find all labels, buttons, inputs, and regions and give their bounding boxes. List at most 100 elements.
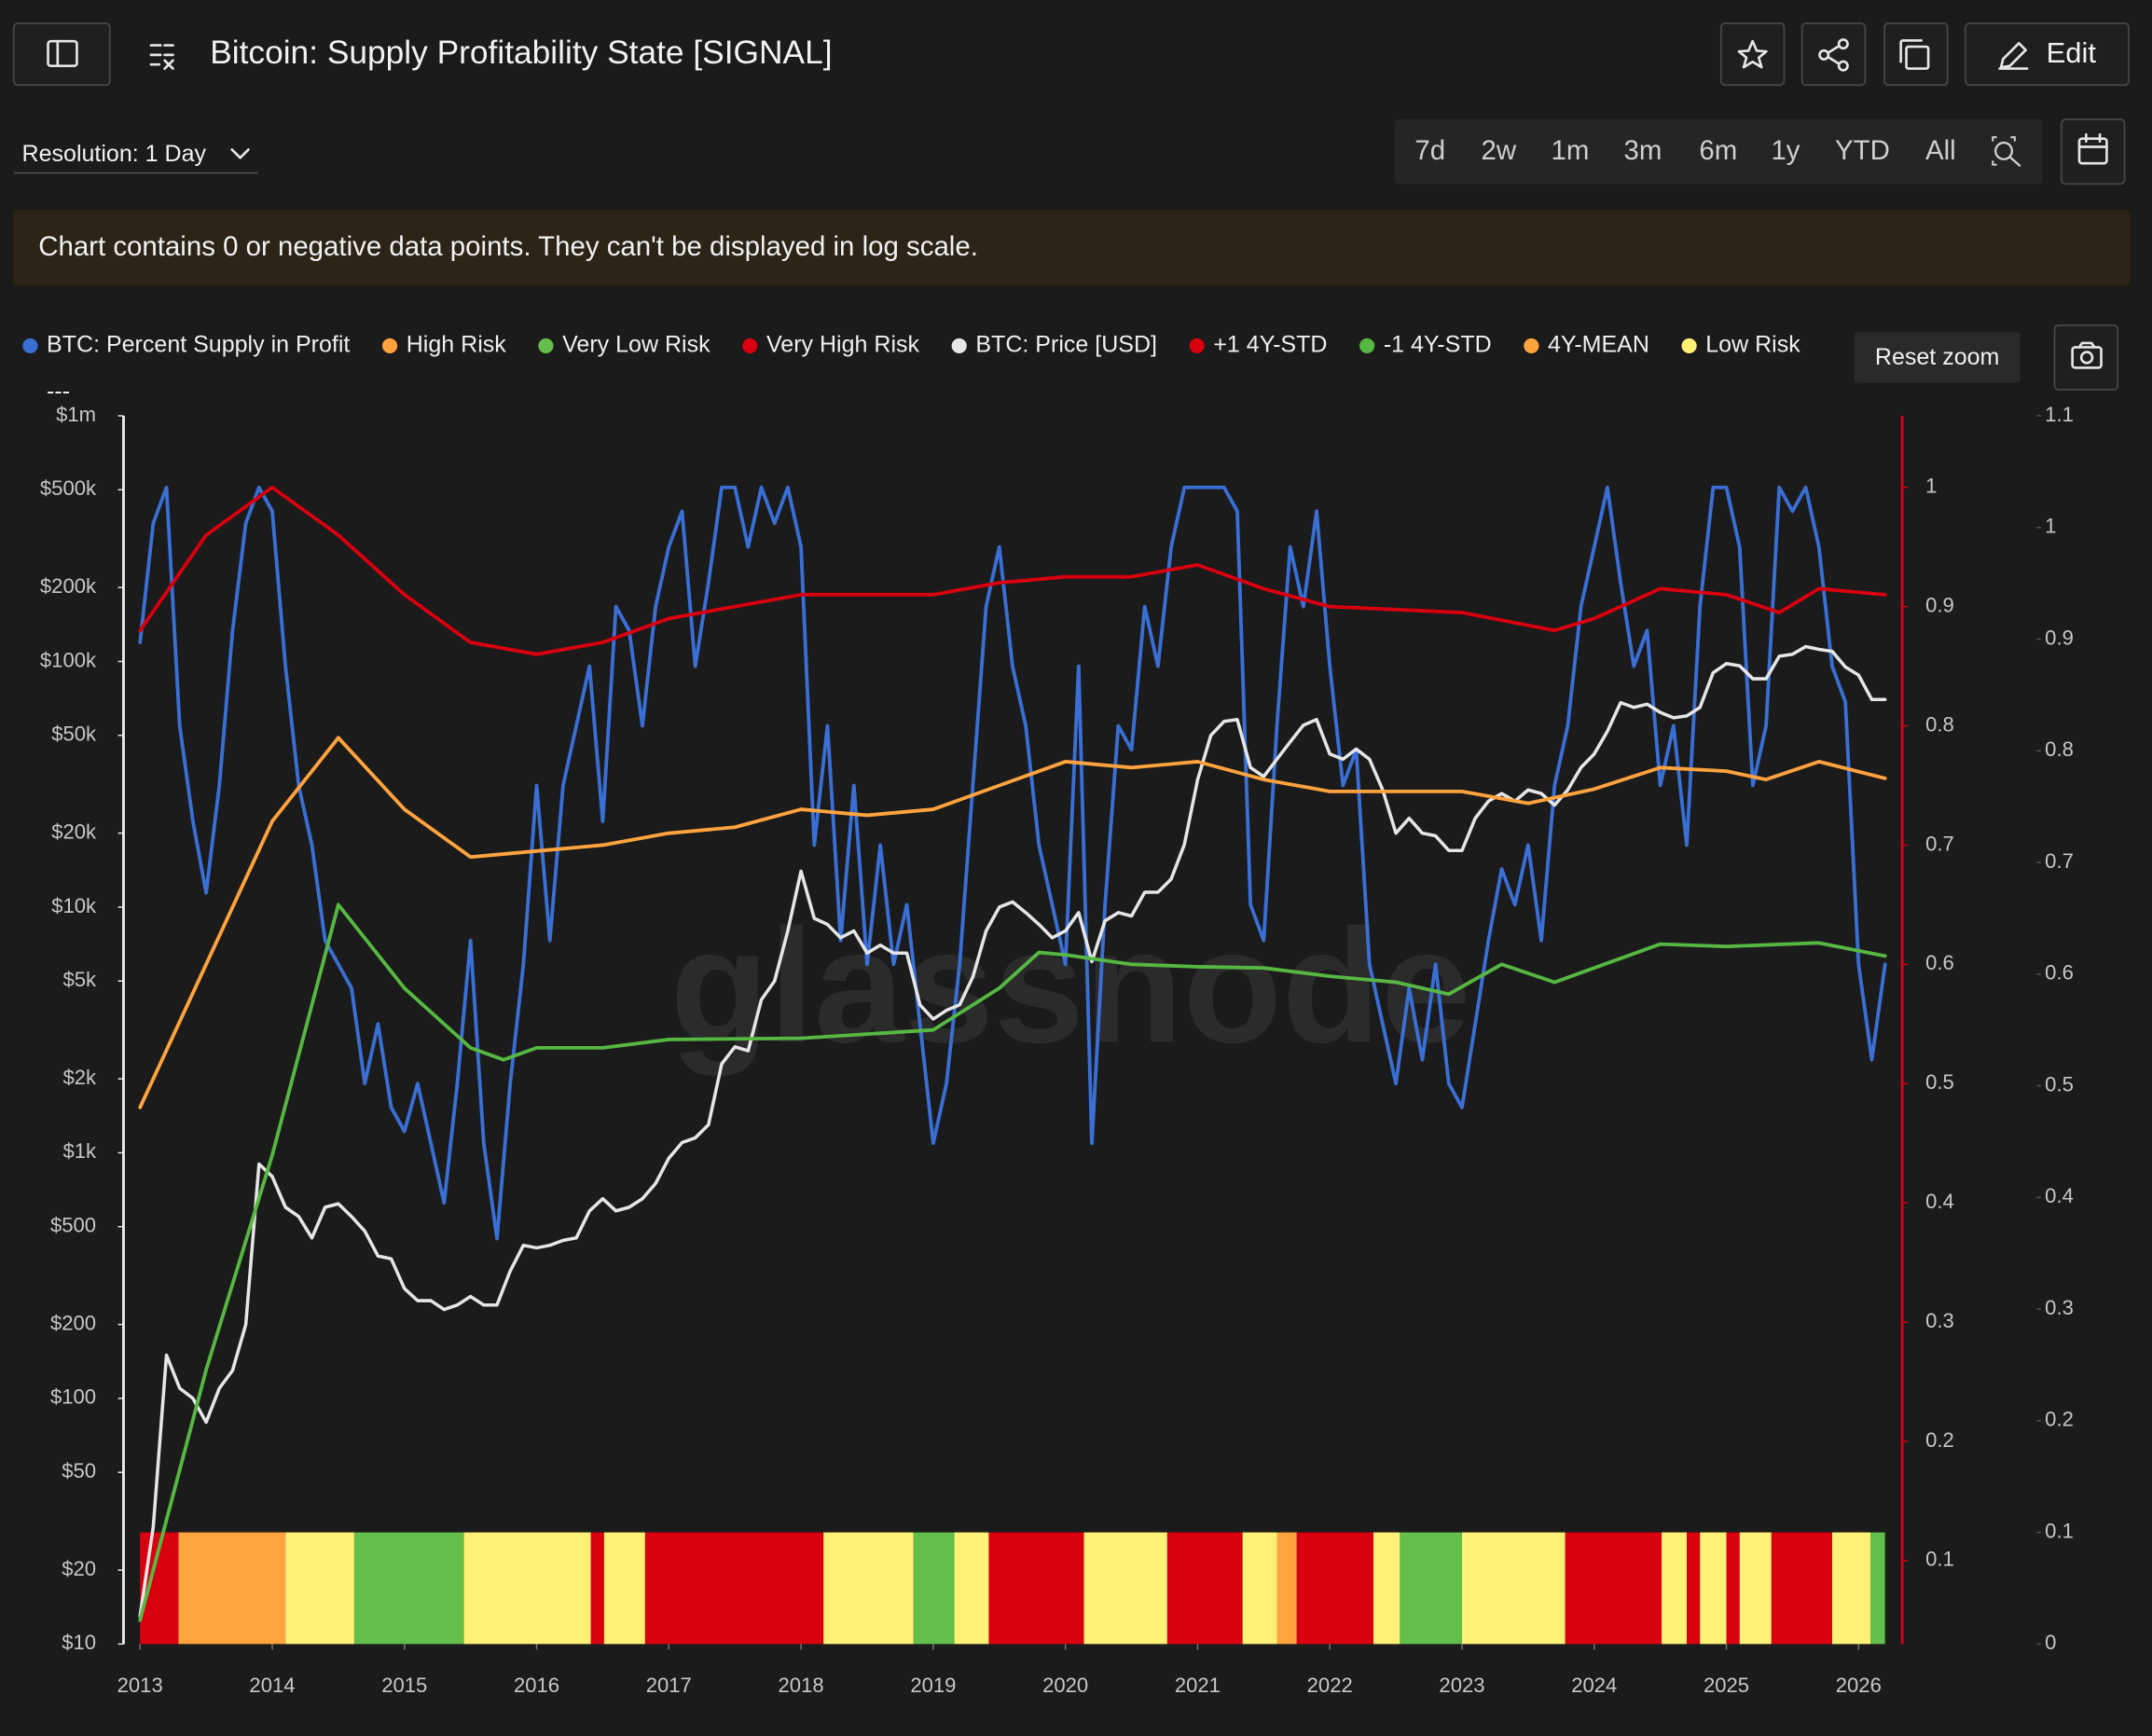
risk-band <box>1242 1532 1277 1645</box>
legend-swatch <box>538 338 554 354</box>
legend-item[interactable]: Very High Risk <box>742 332 920 358</box>
y3-tick-label: 0.3 <box>2045 1296 2074 1319</box>
series-line <box>138 485 1887 1241</box>
edit-button[interactable]: Edit <box>1964 22 2130 87</box>
share-button[interactable] <box>1800 22 1867 87</box>
range-button[interactable]: 3m <box>1623 135 1662 166</box>
legend-label: +1 4Y-STD <box>1213 332 1327 358</box>
range-button[interactable]: All <box>1925 135 1956 166</box>
y2-tick-label: 0.6 <box>1925 951 1954 974</box>
legend-item[interactable]: -1 4Y-STD <box>1359 332 1492 358</box>
range-group <box>1394 119 2043 185</box>
y-tick-label: $1m <box>56 403 96 426</box>
x-tick-label: 2020 <box>1042 1674 1088 1697</box>
edit-label: Edit <box>2047 36 2097 69</box>
x-tick-label: 2014 <box>249 1674 295 1697</box>
range-button[interactable]: 1m <box>1551 135 1589 166</box>
y-tick-label: $20 <box>62 1557 96 1580</box>
sidebar-toggle[interactable] <box>12 22 111 87</box>
legend-item[interactable]: 4Y-MEAN <box>1524 332 1649 358</box>
range-button[interactable]: YTD <box>1835 135 1890 166</box>
y-tick-label: $20k <box>51 820 97 843</box>
risk-band <box>644 1532 824 1645</box>
series-line <box>138 485 1887 656</box>
favorite-button[interactable] <box>1719 22 1786 87</box>
resolution-select[interactable]: Resolution: 1 Day <box>13 141 258 174</box>
x-tick-label: 2015 <box>381 1674 427 1697</box>
range-button[interactable]: 2w <box>1482 135 1517 166</box>
zoom-select-button[interactable] <box>1992 136 2021 167</box>
legend-item[interactable]: Very Low Risk <box>538 332 710 358</box>
legend-item[interactable]: Low Risk <box>1681 332 1801 358</box>
y2-tick-label: 1 <box>1925 475 1937 498</box>
range-button[interactable]: 6m <box>1699 135 1737 166</box>
risk-band <box>1373 1532 1400 1645</box>
y3-tick-label: 0.7 <box>2045 849 2074 873</box>
legend-label: Low Risk <box>1705 332 1800 358</box>
risk-band <box>1166 1532 1243 1645</box>
y-tick-label: $200k <box>40 574 97 598</box>
risk-band <box>1870 1532 1885 1645</box>
y2-tick-label: 0.7 <box>1925 832 1954 855</box>
y-tick-label: $100 <box>50 1385 96 1409</box>
y3-tick-label: 0.8 <box>2045 737 2074 761</box>
calendar-button[interactable] <box>2060 118 2126 186</box>
risk-band <box>590 1532 604 1645</box>
y2-tick-label: 0.9 <box>1925 593 1954 616</box>
legend-swatch <box>1189 338 1205 354</box>
legend-item[interactable]: High Risk <box>381 332 506 358</box>
risk-band <box>823 1532 914 1645</box>
chart: glassnode$10$20$50$100$200$500$1k$2k$5k$… <box>22 332 2074 1697</box>
legend-item[interactable]: BTC: Percent Supply in Profit <box>22 332 350 358</box>
notice-text: Chart contains 0 or negative data points… <box>38 231 978 262</box>
risk-band <box>954 1532 989 1645</box>
legend-swatch <box>1681 338 1697 354</box>
y3-tick-label: 0.6 <box>2045 961 2074 985</box>
y-tick-label: $1k <box>62 1139 97 1163</box>
y3-tick-label: 1 <box>2045 515 2056 538</box>
reset-zoom-label: Reset zoom <box>1875 344 1999 370</box>
y2-tick-label: 0.4 <box>1925 1190 1954 1213</box>
risk-band <box>1726 1532 1740 1645</box>
range-button[interactable]: 1y <box>1771 135 1800 166</box>
risk-band <box>1565 1532 1662 1645</box>
series-line <box>138 902 1887 1622</box>
risk-band <box>1083 1532 1167 1645</box>
legend-label: BTC: Percent Supply in Profit <box>47 332 350 358</box>
y2-tick-label: 0.2 <box>1925 1428 1954 1452</box>
y-tick-label: $10k <box>51 894 97 917</box>
y3-tick-label: 0.1 <box>2045 1519 2074 1542</box>
screenshot-button[interactable] <box>2053 324 2119 391</box>
y-tick-label: $100k <box>40 648 97 671</box>
y-tick-label: $500k <box>40 476 97 500</box>
y-tick-label: $5k <box>62 968 97 991</box>
y3-tick-label: 0 <box>2045 1631 2056 1654</box>
y3-tick-label: 0.2 <box>2045 1408 2074 1431</box>
risk-band <box>603 1532 645 1645</box>
legend-label: Very High Risk <box>766 332 920 358</box>
y-tick-label: $200 <box>50 1311 96 1334</box>
x-tick-label: 2016 <box>514 1674 559 1697</box>
range-button[interactable]: 7d <box>1414 135 1445 166</box>
y2-tick-label: 0.8 <box>1925 712 1954 736</box>
x-tick-label: 2013 <box>117 1674 163 1697</box>
series-line <box>138 736 1887 1109</box>
y-tick-label: $50k <box>51 723 97 746</box>
legend-item[interactable]: +1 4Y-STD <box>1189 332 1328 358</box>
copy-button[interactable] <box>1883 22 1949 87</box>
legend: BTC: Percent Supply in Profit High Risk Ve… <box>22 332 1800 405</box>
legend-label: 4Y-MEAN <box>1548 332 1649 358</box>
risk-band <box>1296 1532 1373 1645</box>
legend-swatch <box>1359 338 1375 354</box>
x-tick-label: 2023 <box>1439 1674 1484 1697</box>
legend-swatch <box>381 338 398 354</box>
risk-band <box>1739 1532 1772 1645</box>
reset-zoom-button[interactable]: Reset zoom <box>1854 332 2021 383</box>
y2-tick-label: 0.1 <box>1925 1548 1954 1571</box>
legend-item[interactable]: BTC: Price [USD] <box>951 332 1157 358</box>
resolution-label: Resolution: 1 Day <box>22 141 207 167</box>
y-tick-label: $2k <box>62 1066 97 1089</box>
metric-menu-icon[interactable] <box>149 44 174 70</box>
